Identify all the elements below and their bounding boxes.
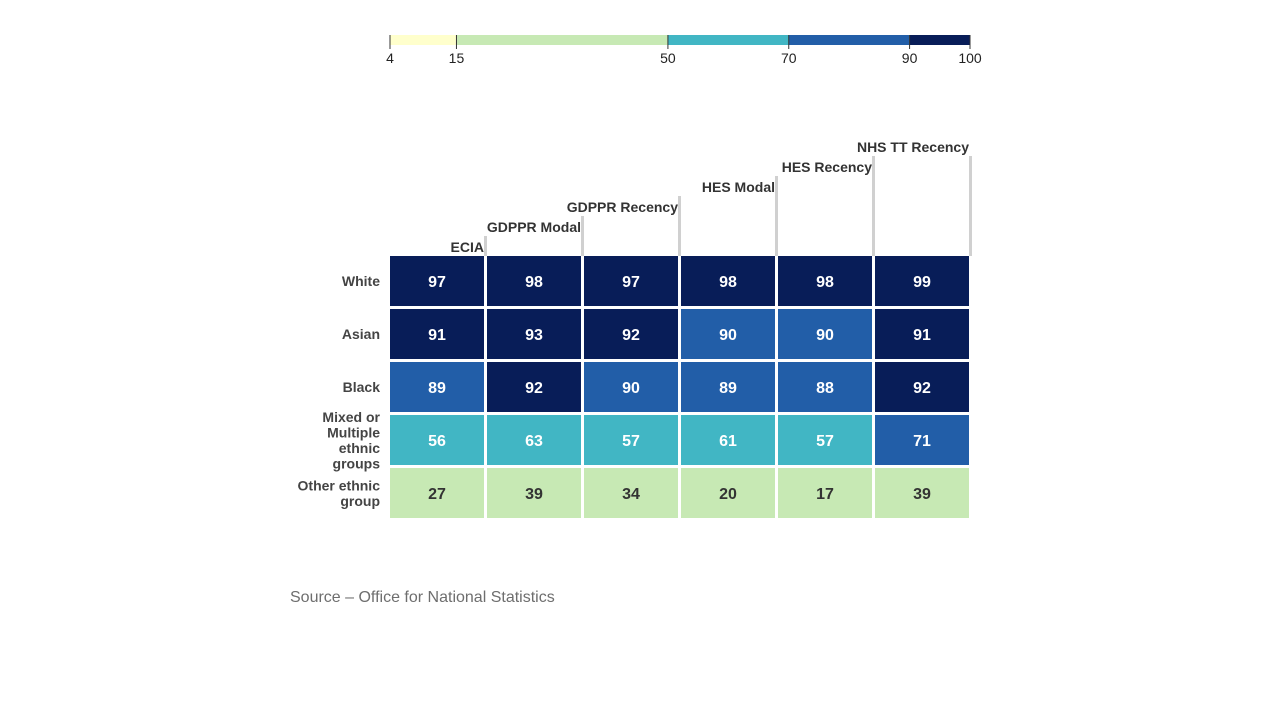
cell-value: 27	[428, 486, 446, 503]
row-label: Asian	[342, 326, 380, 342]
row-label: Black	[343, 379, 381, 395]
heatmap-cell	[681, 468, 775, 518]
heatmap-cell	[584, 468, 678, 518]
legend-swatch	[909, 35, 970, 45]
cell-value: 57	[816, 433, 834, 450]
heatmap-cell	[584, 256, 678, 306]
heatmap-cell	[681, 256, 775, 306]
source-note: Source – Office for National Statistics	[290, 589, 555, 606]
row-label-line: group	[340, 493, 380, 509]
heatmap-cell	[390, 256, 484, 306]
cell-value: 97	[428, 274, 446, 291]
heatmap-cell	[584, 362, 678, 412]
row-label-line: Asian	[342, 326, 380, 342]
heatmap-cell	[778, 468, 872, 518]
cell-value: 57	[622, 433, 640, 450]
heatmap-cell	[390, 415, 484, 465]
heatmap-cell	[875, 468, 969, 518]
heatmap-cell	[390, 468, 484, 518]
cell-value: 39	[913, 486, 931, 503]
row-label-line: Black	[343, 379, 381, 395]
cell-value: 98	[719, 274, 737, 291]
column-label: GDPPR Recency	[567, 199, 678, 215]
legend-swatch	[788, 35, 910, 45]
row-label-line: Other ethnic	[298, 477, 381, 493]
cell-value: 63	[525, 433, 543, 450]
column-label: HES Recency	[782, 159, 872, 175]
column-label: ECIA	[451, 239, 484, 255]
cell-value: 61	[719, 433, 737, 450]
cell-value: 93	[525, 327, 543, 344]
heatmap-cell	[778, 415, 872, 465]
legend-swatch	[456, 35, 668, 45]
heatmap-cells: 97 98 97 98 98 99 91 93 92 90 90 91 89 92 90 89 88 92 56 63…	[390, 256, 969, 518]
cell-value: 89	[719, 380, 737, 397]
row-label: Mixed or Multiple ethnic groups	[322, 409, 380, 472]
row-label: White	[342, 273, 380, 289]
column-label: NHS TT Recency	[857, 139, 969, 155]
cell-value: 56	[428, 433, 446, 450]
cell-value: 17	[816, 486, 834, 503]
row-label: Other ethnic group	[298, 477, 381, 509]
heatmap-cell	[778, 256, 872, 306]
heatmap-cell	[778, 362, 872, 412]
heatmap-cell	[487, 256, 581, 306]
cell-value: 92	[913, 380, 931, 397]
row-label-line: White	[342, 273, 380, 289]
legend-swatch	[390, 35, 457, 45]
cell-value: 98	[525, 274, 543, 291]
cell-value: 90	[622, 380, 640, 397]
cell-value: 98	[816, 274, 834, 291]
cell-value: 92	[525, 380, 543, 397]
heatmap-cell	[778, 309, 872, 359]
heatmap-cell	[390, 309, 484, 359]
cell-value: 89	[428, 380, 446, 397]
cell-value: 20	[719, 486, 737, 503]
color-legend: 4 15 50 70 90 100	[386, 35, 982, 66]
column-label: GDPPR Modal	[487, 219, 581, 235]
heatmap-cell	[681, 362, 775, 412]
heatmap-cell	[584, 309, 678, 359]
row-label-line: ethnic	[339, 440, 380, 456]
cell-value: 90	[719, 327, 737, 344]
legend-tick-label: 90	[902, 50, 918, 66]
row-label-line: Mixed or	[322, 409, 380, 425]
heatmap-cell	[487, 468, 581, 518]
heatmap-cell	[875, 415, 969, 465]
cell-value: 90	[816, 327, 834, 344]
cell-value: 91	[428, 327, 446, 344]
row-label-line: groups	[333, 455, 381, 471]
cell-value: 92	[622, 327, 640, 344]
heatmap-cell	[584, 415, 678, 465]
heatmap-cell	[875, 362, 969, 412]
legend-swatch	[667, 35, 789, 45]
cell-value: 97	[622, 274, 640, 291]
column-label: HES Modal	[702, 179, 775, 195]
cell-value: 71	[913, 433, 931, 450]
heatmap-cell	[487, 309, 581, 359]
legend-tick-label: 50	[660, 50, 676, 66]
heatmap-cell	[875, 309, 969, 359]
heatmap-cell	[681, 415, 775, 465]
legend-tick-label: 70	[781, 50, 797, 66]
row-label-line: Multiple	[327, 424, 380, 440]
heatmap-cell	[487, 362, 581, 412]
legend-tick-label: 15	[449, 50, 465, 66]
legend-tick-label: 100	[958, 50, 982, 66]
cell-value: 91	[913, 327, 931, 344]
cell-value: 39	[525, 486, 543, 503]
heatmap-cell	[390, 362, 484, 412]
cell-value: 34	[622, 486, 640, 503]
heatmap-cell	[681, 309, 775, 359]
heatmap-cell	[487, 415, 581, 465]
heatmap-cell	[875, 256, 969, 306]
legend-tick-label: 4	[386, 50, 394, 66]
cell-value: 99	[913, 274, 931, 291]
cell-value: 88	[816, 380, 834, 397]
